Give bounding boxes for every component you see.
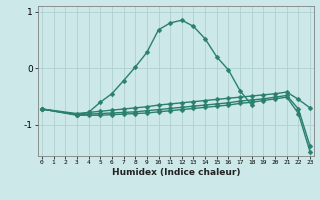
X-axis label: Humidex (Indice chaleur): Humidex (Indice chaleur) <box>112 168 240 177</box>
